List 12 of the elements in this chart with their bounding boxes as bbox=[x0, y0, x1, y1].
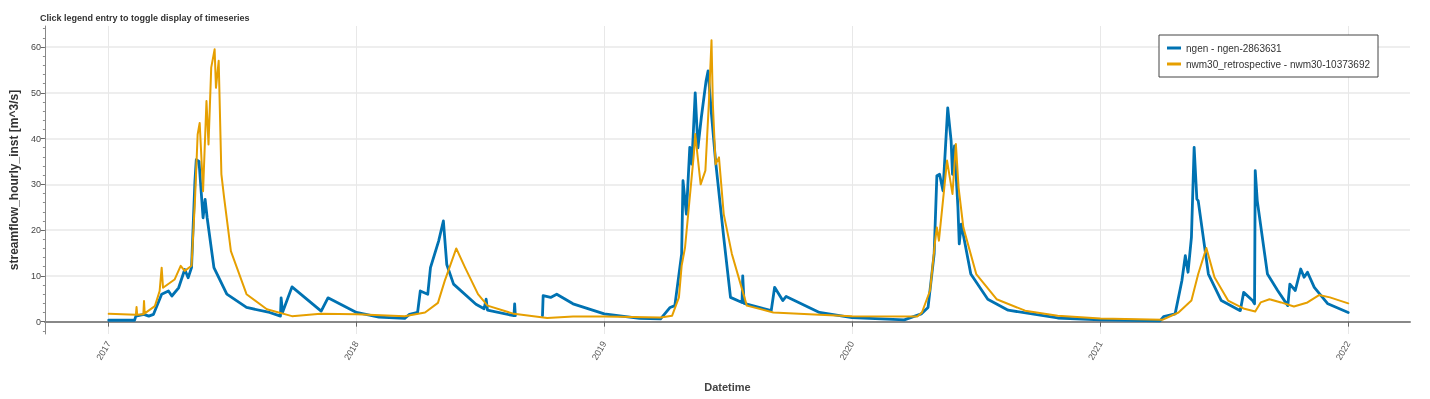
x-axis-title: Datetime bbox=[704, 380, 751, 393]
y-tick-label: 40 bbox=[30, 133, 41, 144]
legend-label: ngen - ngen-2863631 bbox=[1186, 42, 1283, 54]
y-tick-label: 30 bbox=[30, 179, 41, 190]
y-axis-title: streamflow_hourly_inst [m^3/s] bbox=[7, 89, 21, 271]
y-tick-label: 0 bbox=[35, 316, 41, 327]
y-tick-label: 20 bbox=[30, 225, 41, 236]
legend-label: nwm30_retrospective - nwm30-10373692 bbox=[1186, 58, 1371, 70]
y-tick-label: 10 bbox=[30, 270, 41, 281]
y-tick-label: 50 bbox=[30, 87, 41, 98]
chart-title: Click legend entry to toggle display of timeseries bbox=[40, 12, 250, 23]
y-tick-label: 60 bbox=[30, 42, 41, 53]
